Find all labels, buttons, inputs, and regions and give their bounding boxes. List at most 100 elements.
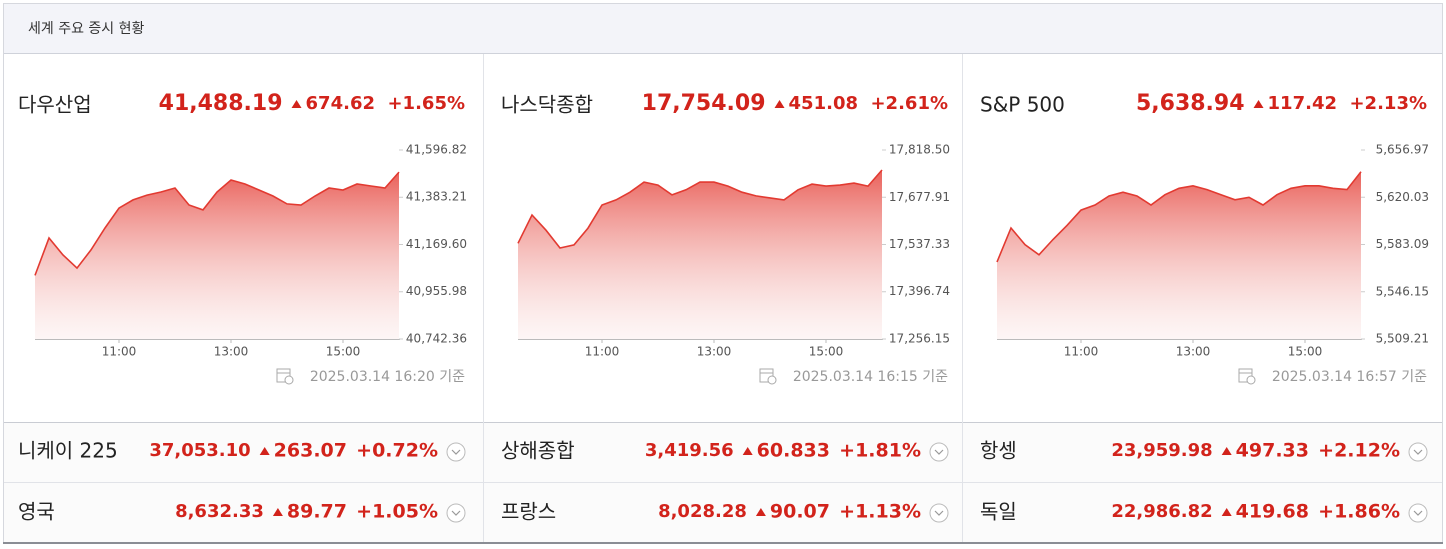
up-arrow — [1253, 100, 1264, 108]
up-arrow — [774, 100, 785, 108]
price: 8,028.28 — [658, 501, 747, 522]
expand-chevron — [934, 449, 944, 455]
change-pct: +1.05% — [356, 501, 438, 523]
x-tick-label: 13:00 — [697, 345, 732, 359]
change-pct: +1.13% — [839, 501, 921, 523]
change-pct: +1.81% — [839, 440, 921, 462]
expand-chevron — [451, 510, 461, 516]
index-name: 독일 — [980, 500, 1017, 524]
change: 117.42 — [1268, 93, 1337, 114]
index-name: 니케이 225 — [18, 439, 118, 463]
change: 419.68 — [1236, 501, 1309, 523]
price: 8,632.33 — [175, 501, 264, 522]
calendar-icon — [276, 368, 291, 383]
change-pct: +2.61% — [870, 93, 948, 114]
y-tick-label: 5,656.97 — [1376, 143, 1429, 157]
y-tick-label: 41,169.60 — [406, 237, 467, 251]
y-tick-label: 17,818.50 — [889, 143, 950, 157]
x-tick-label: 15:00 — [326, 345, 361, 359]
calendar-icon — [759, 368, 774, 383]
up-arrow — [755, 508, 766, 516]
up-arrow — [742, 447, 753, 455]
expand-chevron — [934, 510, 944, 516]
expand-button[interactable] — [929, 442, 949, 462]
y-tick-label: 40,955.98 — [406, 284, 467, 298]
price: 3,419.56 — [645, 440, 734, 461]
up-arrow — [272, 508, 283, 516]
timestamp: 2025.03.14 16:15 기준 — [793, 369, 948, 385]
x-tick-label: 15:00 — [1288, 345, 1323, 359]
y-tick-label: 5,509.21 — [1376, 332, 1429, 346]
timestamp: 2025.03.14 16:57 기준 — [1272, 369, 1427, 385]
x-tick-label: 11:00 — [102, 345, 137, 359]
expand-button[interactable] — [446, 503, 466, 523]
price: 41,488.19 — [159, 91, 283, 116]
x-tick-label: 15:00 — [809, 345, 844, 359]
x-tick-label: 11:00 — [1064, 345, 1099, 359]
change-pct: +2.13% — [1349, 93, 1427, 114]
y-tick-label: 17,537.33 — [889, 237, 950, 251]
index-name: 나스닥종합 — [501, 93, 593, 117]
up-arrow — [291, 100, 302, 108]
y-tick-label: 41,383.21 — [406, 190, 467, 204]
price: 17,754.09 — [642, 91, 766, 116]
y-tick-label: 17,256.15 — [889, 332, 950, 346]
calendar-icon — [284, 375, 294, 385]
expand-button[interactable] — [446, 442, 466, 462]
change: 497.33 — [1236, 440, 1309, 462]
index-name: 상해종합 — [501, 439, 575, 463]
y-tick-label: 41,596.82 — [406, 143, 467, 157]
price-line — [996, 171, 1362, 263]
x-tick-label: 11:00 — [585, 345, 620, 359]
change-pct: +2.12% — [1318, 440, 1400, 462]
y-tick-label: 5,583.09 — [1376, 237, 1429, 251]
area-fill — [35, 172, 399, 339]
price: 23,959.98 — [1111, 440, 1212, 461]
header-bar — [4, 4, 1442, 53]
timestamp: 2025.03.14 16:20 기준 — [310, 369, 465, 385]
calendar-icon — [767, 375, 777, 385]
index-name: 다우산업 — [18, 93, 92, 117]
price-line — [517, 169, 883, 249]
change-pct: +0.72% — [356, 440, 438, 462]
index-name: 프랑스 — [501, 500, 556, 524]
expand-button[interactable] — [1408, 442, 1428, 462]
y-tick-label: 5,546.15 — [1376, 284, 1429, 298]
calendar-icon — [1246, 375, 1256, 385]
change: 90.07 — [770, 501, 830, 523]
x-tick-label: 13:00 — [214, 345, 249, 359]
change-pct: +1.86% — [1318, 501, 1400, 523]
x-tick-label: 13:00 — [1176, 345, 1211, 359]
index-name: 영국 — [18, 500, 55, 524]
calendar-icon — [1238, 368, 1253, 383]
expand-chevron — [451, 449, 461, 455]
expand-chevron — [1413, 510, 1423, 516]
change-pct: +1.65% — [387, 93, 465, 114]
up-arrow — [1221, 508, 1232, 516]
change: 674.62 — [306, 93, 375, 114]
header-title: 세계 주요 증시 현황 — [28, 21, 145, 37]
change: 451.08 — [789, 93, 858, 114]
area-fill — [518, 170, 882, 339]
price: 22,986.82 — [1111, 501, 1212, 522]
up-arrow — [259, 447, 270, 455]
price: 37,053.10 — [149, 440, 250, 461]
area-fill — [997, 171, 1361, 339]
expand-chevron — [1413, 449, 1423, 455]
price-line — [34, 171, 400, 276]
y-tick-label: 5,620.03 — [1376, 190, 1429, 204]
y-tick-label: 40,742.36 — [406, 332, 467, 346]
y-tick-label: 17,677.91 — [889, 190, 950, 204]
change: 89.77 — [287, 501, 347, 523]
index-name: S&P 500 — [980, 93, 1065, 117]
y-tick-label: 17,396.74 — [889, 284, 950, 298]
price: 5,638.94 — [1136, 91, 1245, 116]
change: 60.833 — [757, 440, 830, 462]
expand-button[interactable] — [929, 503, 949, 523]
change: 263.07 — [274, 440, 347, 462]
index-name: 항셍 — [980, 439, 1017, 463]
up-arrow — [1221, 447, 1232, 455]
expand-button[interactable] — [1408, 503, 1428, 523]
